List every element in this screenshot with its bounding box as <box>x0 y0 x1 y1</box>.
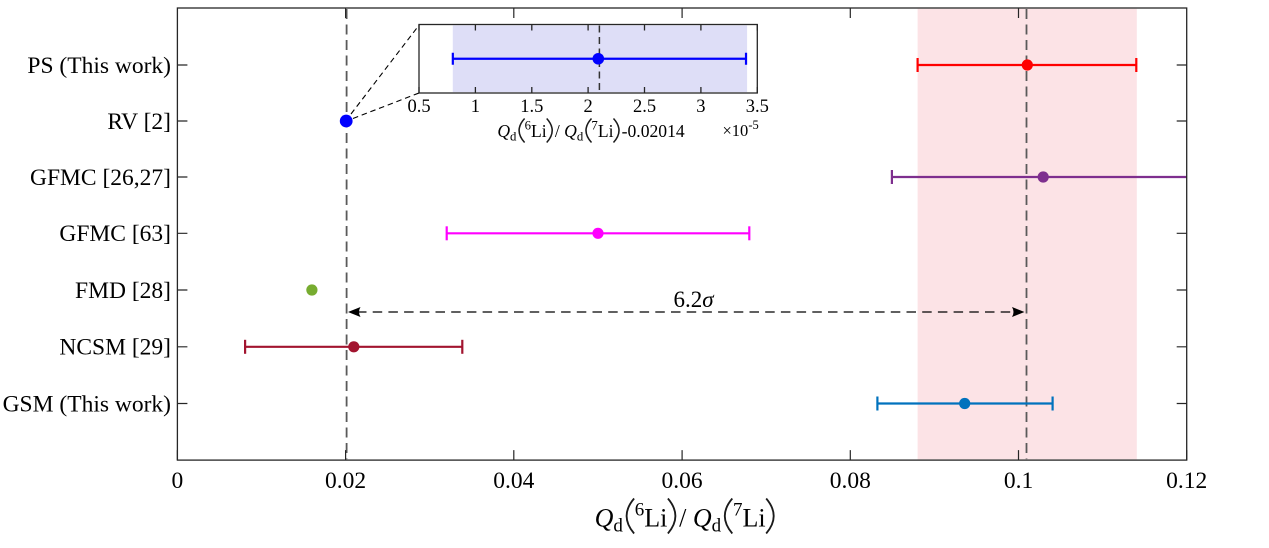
svg-text:0.5: 0.5 <box>407 97 430 117</box>
svg-text:GSM (This work): GSM (This work) <box>3 391 171 417</box>
svg-text:NCSM [29]: NCSM [29] <box>59 335 171 361</box>
svg-text:0.06: 0.06 <box>662 468 703 494</box>
svg-text:0.04: 0.04 <box>493 468 534 494</box>
svg-text:Qd(6Li)/ Qd(7Li)-0.02014: Qd(6Li)/ Qd(7Li)-0.02014 <box>497 115 685 144</box>
svg-text:6.2σ: 6.2σ <box>673 287 715 312</box>
svg-text:PS (This work): PS (This work) <box>27 53 171 79</box>
svg-text:FMD [28]: FMD [28] <box>75 278 171 304</box>
svg-text:3.5: 3.5 <box>746 97 769 117</box>
svg-text:1.5: 1.5 <box>520 97 543 117</box>
svg-text:1: 1 <box>471 97 480 117</box>
svg-text:3: 3 <box>696 97 705 117</box>
svg-text:0: 0 <box>172 468 184 494</box>
svg-text:RV [2]: RV [2] <box>107 109 171 135</box>
svg-text:Qd(6Li)/ Qd(7Li): Qd(6Li)/ Qd(7Li) <box>595 494 778 537</box>
svg-text:0.08: 0.08 <box>830 468 871 494</box>
svg-text:0.1: 0.1 <box>1004 468 1033 494</box>
svg-text:GFMC [26,27]: GFMC [26,27] <box>30 165 171 191</box>
svg-text:0.02: 0.02 <box>325 468 366 494</box>
svg-text:0.12: 0.12 <box>1166 468 1207 494</box>
svg-text:GFMC [63]: GFMC [63] <box>59 221 171 247</box>
svg-text:2: 2 <box>583 97 592 117</box>
svg-text:2.5: 2.5 <box>633 97 656 117</box>
